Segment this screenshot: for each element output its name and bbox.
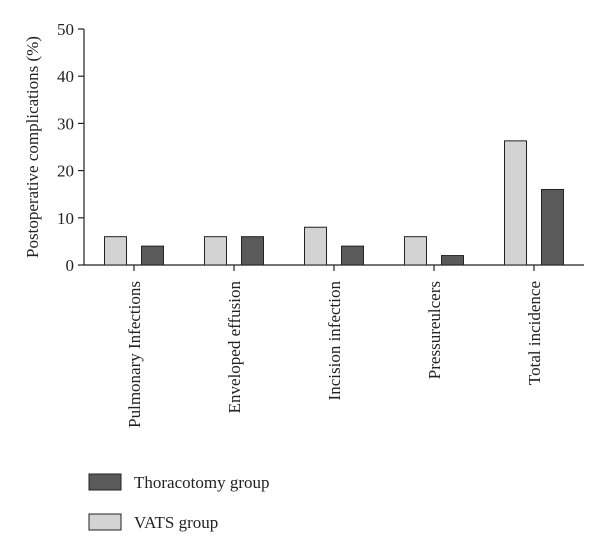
x-axis [84, 264, 584, 271]
x-tick-label: Total incidence [525, 281, 544, 385]
bar-thoracotomy [441, 255, 464, 266]
x-tick-label: Incision infection [325, 281, 344, 401]
bar-vats [204, 236, 227, 266]
legend-swatch [88, 473, 122, 491]
y-tick-label: 30 [57, 114, 74, 133]
bar-thoracotomy [141, 245, 164, 266]
legend-label: VATS group [134, 513, 218, 532]
bar-vats [504, 140, 527, 266]
y-tick-label: 0 [66, 256, 75, 275]
y-tick-label: 20 [57, 162, 74, 181]
legend-swatch [88, 513, 122, 531]
legend: Thoracotomy group VATS group [88, 473, 270, 532]
x-tick-label: Enveloped effusion [225, 281, 244, 414]
bar-vats [104, 236, 127, 266]
bar-vats [404, 236, 427, 266]
x-tick-label: Pressureulcers [425, 281, 444, 379]
x-tick-label: Pulmonary Infections [125, 281, 144, 428]
y-tick-label: 10 [57, 209, 74, 228]
y-tick-label: 40 [57, 67, 74, 86]
legend-label: Thoracotomy group [134, 473, 270, 492]
x-tick-labels: Pulmonary Infections Enveloped effusion In… [125, 281, 544, 428]
bar-vats [304, 226, 327, 266]
y-tick-label: 50 [57, 20, 74, 39]
y-axis: 0 10 20 30 40 50 [57, 20, 85, 275]
bars [104, 140, 564, 266]
y-axis-label: Postoperative complications (%) [23, 36, 42, 258]
bar-thoracotomy [541, 188, 564, 266]
bar-thoracotomy [241, 236, 264, 266]
bar-thoracotomy [341, 245, 364, 266]
